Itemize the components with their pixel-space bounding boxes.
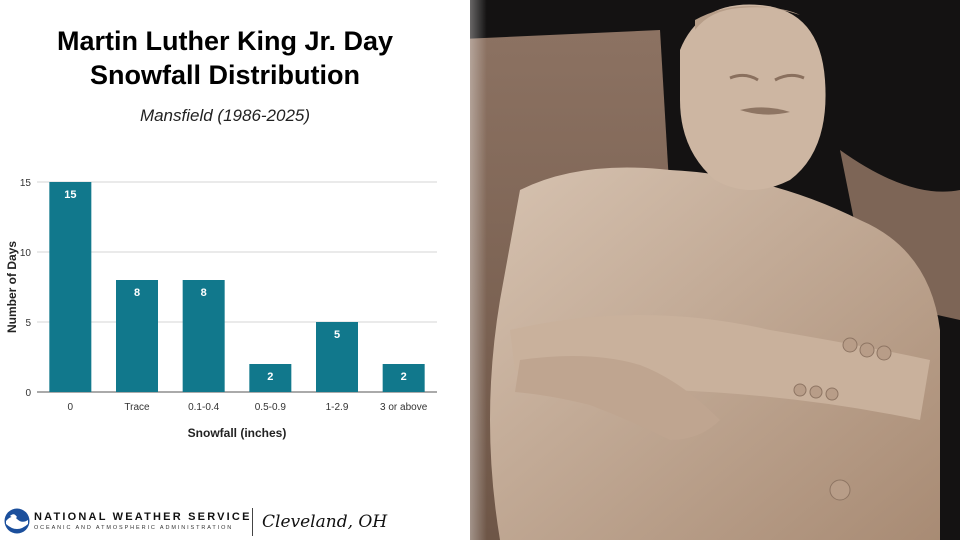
noaa-logo-icon	[4, 508, 30, 534]
bar	[249, 364, 292, 392]
left-panel: Martin Luther King Jr. Day Snowfall Dist…	[0, 0, 470, 540]
y-tick-label: 0	[25, 388, 31, 399]
office-name: Cleveland, OH	[262, 512, 388, 532]
footer-divider	[252, 508, 253, 536]
y-tick-label: 5	[25, 318, 31, 329]
data-label: 2	[267, 371, 273, 383]
title-line-1: Martin Luther King Jr. Day	[56, 26, 394, 56]
y-tick-label: 10	[20, 248, 32, 259]
mlk-memorial-statue-photo	[440, 0, 960, 540]
data-label: 8	[134, 287, 140, 299]
x-axis-label: Snowfall (inches)	[188, 426, 287, 440]
x-tick-label: 3 or above	[380, 402, 428, 413]
bar	[182, 280, 225, 392]
page-title: Martin Luther King Jr. Day Snowfall Dist…	[0, 24, 450, 92]
data-label: 8	[201, 287, 207, 299]
snowfall-bar-chart: 0 5 10 15 15 0 8 Trace 8 0.1-0.4 2 0.5-0.9 5 1-2.9 2 3 …	[5, 178, 437, 440]
x-tick-label: 0.1-0.4	[188, 402, 220, 413]
data-label: 5	[334, 329, 340, 341]
x-tick-label: 0	[68, 402, 74, 413]
org-name: NATIONAL WEATHER SERVICE	[34, 511, 252, 523]
x-tick-label: 1-2.9	[326, 402, 349, 413]
title-line-2: Snowfall Distribution	[90, 60, 360, 90]
x-tick-label: Trace	[124, 402, 150, 413]
data-label: 15	[64, 189, 76, 201]
chart-subtitle: Mansfield (1986-2025)	[139, 106, 311, 125]
bar	[382, 364, 425, 392]
bar	[316, 322, 358, 392]
bar	[49, 182, 92, 392]
y-axis-label: Number of Days	[5, 241, 19, 333]
bar	[116, 280, 158, 392]
data-label: 2	[401, 371, 407, 383]
org-subtitle: OCEANIC AND ATMOSPHERIC ADMINISTRATION	[34, 525, 234, 531]
y-tick-label: 15	[20, 178, 32, 189]
x-tick-label: 0.5-0.9	[255, 402, 287, 413]
footer: NATIONAL WEATHER SERVICE OCEANIC AND ATM…	[0, 506, 470, 540]
